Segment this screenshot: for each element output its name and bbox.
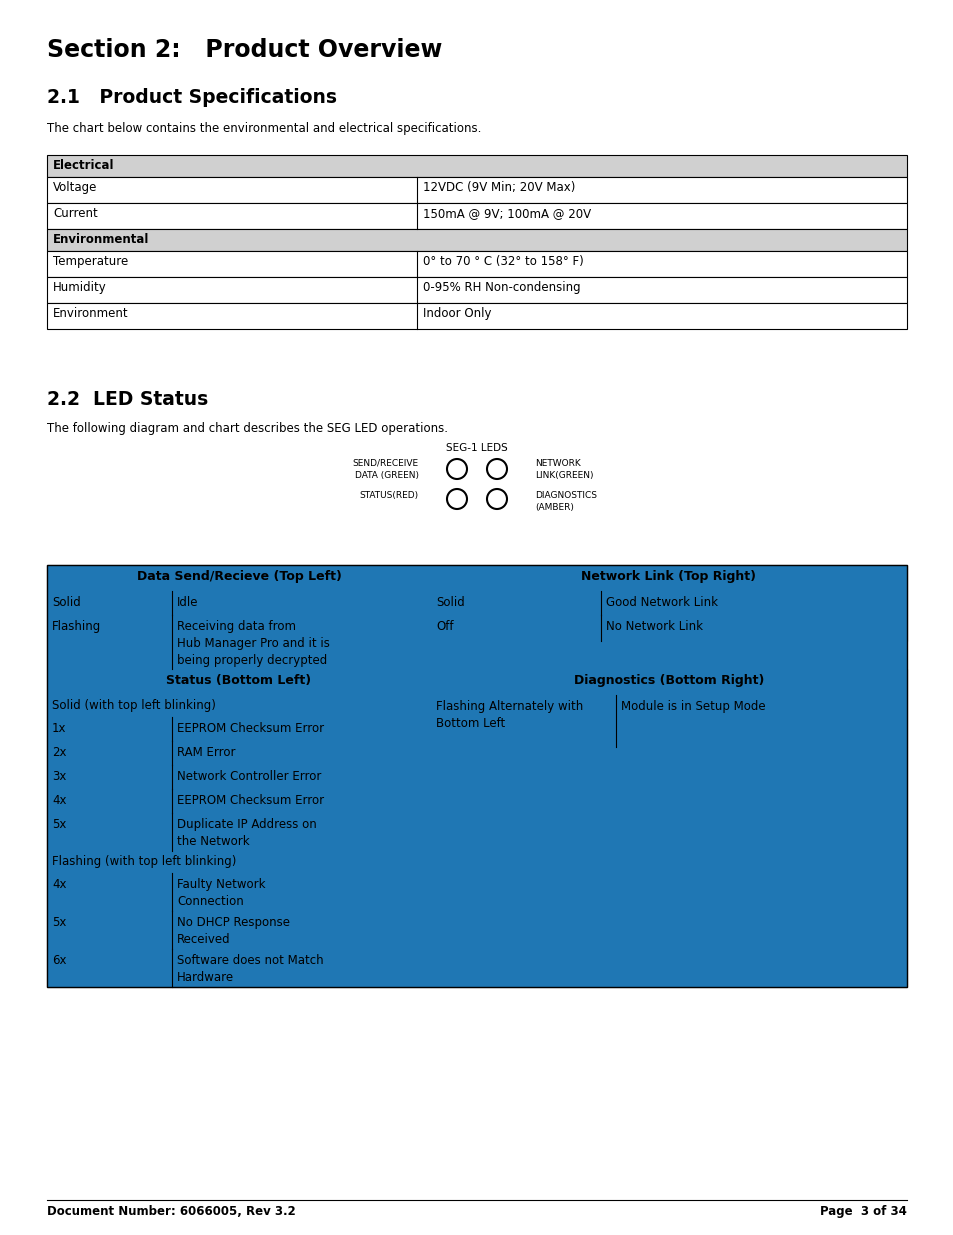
Text: Good Network Link: Good Network Link <box>605 597 718 609</box>
Text: Humidity: Humidity <box>53 282 107 294</box>
Bar <box>47 592 431 615</box>
Text: 0° to 70 ° C (32° to 158° F): 0° to 70 ° C (32° to 158° F) <box>422 254 583 268</box>
Text: Network Controller Error: Network Controller Error <box>177 769 321 783</box>
Bar <box>47 303 906 329</box>
Text: Module is in Setup Mode: Module is in Setup Mode <box>620 700 765 713</box>
Text: The following diagram and chart describes the SEG LED operations.: The following diagram and chart describe… <box>47 422 448 435</box>
Text: Solid (with top left blinking): Solid (with top left blinking) <box>52 699 215 713</box>
Text: 5x: 5x <box>52 916 67 929</box>
Bar <box>47 203 906 228</box>
Text: 1x: 1x <box>52 722 67 735</box>
Text: Page  3 of 34: Page 3 of 34 <box>820 1205 906 1218</box>
Text: No Network Link: No Network Link <box>605 620 702 634</box>
Bar <box>431 564 906 592</box>
Bar <box>47 156 906 177</box>
Text: 5x: 5x <box>52 818 67 831</box>
Text: Off: Off <box>436 620 453 634</box>
Text: SEG-1 LEDS: SEG-1 LEDS <box>446 443 507 453</box>
Bar <box>47 764 431 789</box>
Text: Current: Current <box>53 207 97 220</box>
Text: Environment: Environment <box>53 308 129 320</box>
Bar <box>47 813 431 851</box>
Text: Flashing: Flashing <box>52 620 101 634</box>
Text: 150mA @ 9V; 100mA @ 20V: 150mA @ 9V; 100mA @ 20V <box>422 207 591 220</box>
Text: 3x: 3x <box>52 769 67 783</box>
Text: Indoor Only: Indoor Only <box>422 308 491 320</box>
Text: Electrical: Electrical <box>53 159 114 172</box>
Bar <box>47 564 431 592</box>
Text: The chart below contains the environmental and electrical specifications.: The chart below contains the environment… <box>47 122 481 135</box>
Bar <box>47 277 906 303</box>
Bar <box>47 873 431 911</box>
Bar <box>47 177 906 203</box>
Bar <box>47 228 906 251</box>
Text: 0-95% RH Non-condensing: 0-95% RH Non-condensing <box>422 282 580 294</box>
Bar <box>47 564 906 987</box>
Text: SEND/RECEIVE
DATA (GREEN): SEND/RECEIVE DATA (GREEN) <box>353 459 418 480</box>
Bar <box>47 718 431 741</box>
Text: 2.1   Product Specifications: 2.1 Product Specifications <box>47 88 336 107</box>
Text: Voltage: Voltage <box>53 182 97 194</box>
Text: 4x: 4x <box>52 878 67 890</box>
Text: Flashing (with top left blinking): Flashing (with top left blinking) <box>52 855 236 868</box>
Text: Receiving data from
Hub Manager Pro and it is
being properly decrypted: Receiving data from Hub Manager Pro and … <box>177 620 330 667</box>
Bar <box>431 669 906 695</box>
Text: RAM Error: RAM Error <box>177 746 235 760</box>
Text: Network Link (Top Right): Network Link (Top Right) <box>581 571 756 583</box>
Text: EEPROM Checksum Error: EEPROM Checksum Error <box>177 794 324 806</box>
Bar <box>431 592 906 615</box>
Bar <box>431 747 906 987</box>
Text: Temperature: Temperature <box>53 254 128 268</box>
Text: No DHCP Response
Received: No DHCP Response Received <box>177 916 290 946</box>
Text: Flashing Alternately with
Bottom Left: Flashing Alternately with Bottom Left <box>436 700 582 730</box>
Text: Data Send/Recieve (Top Left): Data Send/Recieve (Top Left) <box>136 571 341 583</box>
Text: 12VDC (9V Min; 20V Max): 12VDC (9V Min; 20V Max) <box>422 182 575 194</box>
Bar <box>47 851 431 873</box>
Text: Solid: Solid <box>436 597 464 609</box>
Text: Solid: Solid <box>52 597 81 609</box>
Text: Idle: Idle <box>177 597 198 609</box>
Bar <box>431 615 906 641</box>
Text: Section 2:   Product Overview: Section 2: Product Overview <box>47 38 442 62</box>
Text: Status (Bottom Left): Status (Bottom Left) <box>166 674 312 687</box>
Text: Environmental: Environmental <box>53 233 150 246</box>
Text: 2x: 2x <box>52 746 67 760</box>
Text: EEPROM Checksum Error: EEPROM Checksum Error <box>177 722 324 735</box>
Bar <box>47 251 906 277</box>
Text: 2.2  LED Status: 2.2 LED Status <box>47 390 208 409</box>
Text: Faulty Network
Connection: Faulty Network Connection <box>177 878 265 908</box>
Bar <box>47 615 431 669</box>
Text: 6x: 6x <box>52 953 67 967</box>
Text: STATUS(RED): STATUS(RED) <box>359 492 418 500</box>
Text: Document Number: 6066005, Rev 3.2: Document Number: 6066005, Rev 3.2 <box>47 1205 295 1218</box>
Text: DIAGNOSTICS
(AMBER): DIAGNOSTICS (AMBER) <box>535 492 597 511</box>
Bar <box>47 741 431 764</box>
Bar <box>47 669 431 695</box>
Text: Duplicate IP Address on
the Network: Duplicate IP Address on the Network <box>177 818 316 848</box>
Text: 4x: 4x <box>52 794 67 806</box>
Text: Software does not Match
Hardware: Software does not Match Hardware <box>177 953 323 984</box>
Text: Diagnostics (Bottom Right): Diagnostics (Bottom Right) <box>573 674 763 687</box>
Bar <box>431 695 906 747</box>
Bar <box>47 948 431 987</box>
Bar <box>47 911 431 948</box>
Bar <box>47 695 431 718</box>
Bar <box>47 789 431 813</box>
Text: NETWORK
LINK(GREEN): NETWORK LINK(GREEN) <box>535 459 593 480</box>
